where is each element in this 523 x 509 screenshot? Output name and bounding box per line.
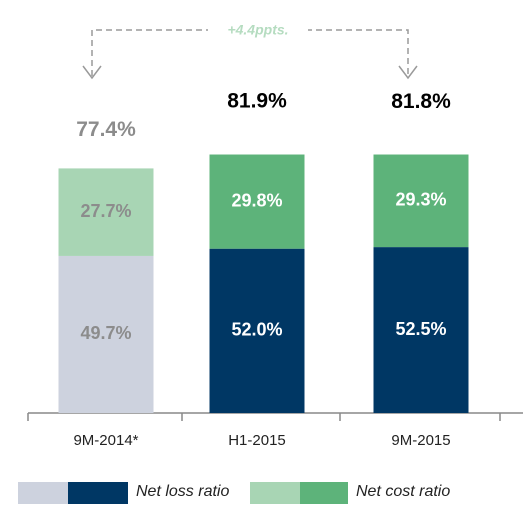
legend-label: Net loss ratio [136,483,229,500]
legend-swatch [68,482,128,504]
legend-label: Net cost ratio [356,483,450,500]
x-tick-label: 9M-2015 [391,432,450,449]
bar-segment [58,255,154,413]
data-label: 49.7% [80,323,131,343]
total-label: 77.4% [76,118,136,141]
arrow-heads [82,65,418,80]
bar-segment [209,154,305,249]
annotation-box [208,18,308,42]
x-tick-label: 9M-2014* [73,432,138,449]
data-label: 29.3% [395,190,446,210]
data-label: 52.5% [395,319,446,339]
legend-swatch [18,482,68,504]
legend-swatch [300,482,348,504]
data-label: 27.7% [80,201,131,221]
data-label: 52.0% [231,320,282,340]
bar-segment [209,248,305,413]
annotation: +4.4ppts. [227,22,288,38]
total-label: 81.8% [391,90,451,113]
data-label: 29.8% [231,190,282,210]
bar-segment [58,168,154,256]
axis-ticks [27,413,501,421]
legend-swatch [250,482,300,504]
x-tick-label: H1-2015 [228,432,286,449]
bar-segment [373,154,469,248]
bar-segment [373,247,469,413]
total-label: 81.9% [227,90,287,113]
